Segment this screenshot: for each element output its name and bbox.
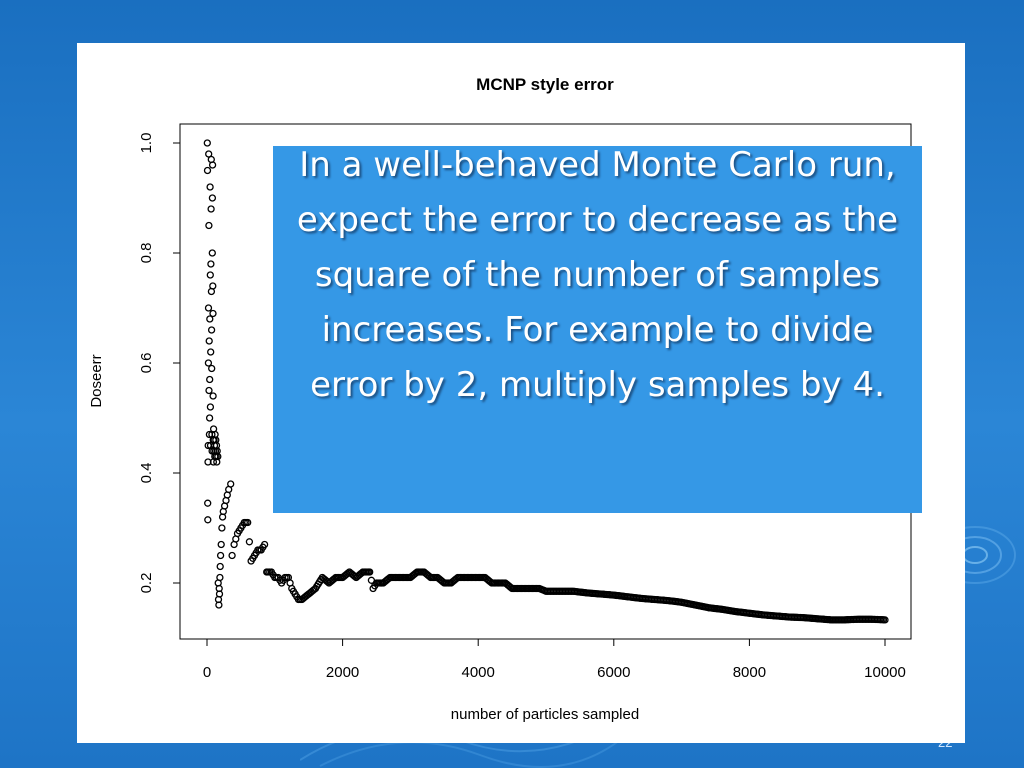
data-point	[204, 304, 213, 312]
data-point	[203, 166, 212, 175]
data-point	[218, 524, 226, 532]
callout-text: In a well-behaved Monte Carlo run, expec…	[296, 145, 899, 405]
data-point	[204, 359, 213, 367]
x-axis: 0 2000 4000 6000 8000 10000	[203, 638, 906, 681]
data-points	[203, 139, 889, 624]
data-point	[206, 183, 214, 191]
data-point	[216, 551, 225, 560]
data-point	[204, 499, 212, 507]
x-tick-label: 0	[203, 664, 211, 681]
data-point	[215, 590, 224, 598]
data-point	[216, 573, 224, 582]
data-point	[208, 194, 217, 202]
data-point	[245, 538, 254, 546]
data-point	[203, 139, 211, 147]
y-axis: 0.2 0.4 0.6 0.8 1.0	[138, 133, 181, 594]
data-point	[215, 601, 223, 609]
data-point	[244, 518, 252, 527]
y-tick-label: 1.0	[138, 133, 155, 154]
data-point	[214, 452, 222, 461]
data-point	[207, 348, 215, 356]
data-point	[205, 386, 213, 395]
data-point	[209, 282, 217, 290]
data-point	[881, 616, 889, 624]
x-axis-label: number of particles sampled	[451, 706, 639, 723]
data-point	[209, 309, 217, 318]
callout-box: In a well-behaved Monte Carlo run, expec…	[273, 145, 922, 513]
chart: MCNP style error 0 2000 4000 6000 8000 10000 …	[88, 75, 912, 723]
data-point	[209, 392, 217, 400]
data-point	[205, 414, 214, 422]
y-tick-label: 0.2	[138, 573, 155, 594]
data-point	[205, 221, 213, 230]
data-point	[228, 551, 236, 560]
x-tick-label: 8000	[733, 664, 766, 681]
x-tick-label: 4000	[462, 664, 495, 681]
x-tick-label: 10000	[864, 664, 906, 681]
data-point	[208, 161, 217, 169]
data-point	[207, 326, 216, 334]
data-point	[206, 403, 215, 411]
data-point	[206, 271, 214, 279]
x-tick-label: 2000	[326, 664, 359, 681]
data-point	[206, 315, 214, 323]
data-point	[208, 249, 216, 257]
y-tick-label: 0.4	[138, 463, 155, 484]
y-tick-label: 0.6	[138, 353, 155, 374]
data-point	[207, 260, 215, 268]
data-point	[205, 337, 213, 345]
data-point	[207, 205, 215, 213]
data-point	[206, 375, 214, 384]
chart-title: MCNP style error	[476, 75, 614, 94]
x-tick-label: 6000	[597, 664, 630, 681]
data-point	[227, 480, 235, 488]
data-point	[260, 540, 269, 549]
data-point	[208, 364, 216, 373]
data-point	[217, 540, 225, 549]
data-point	[366, 568, 374, 576]
data-point	[216, 562, 224, 571]
data-point	[204, 516, 212, 524]
y-tick-label: 0.8	[138, 243, 155, 264]
y-axis-label: Doseerr	[88, 354, 105, 407]
